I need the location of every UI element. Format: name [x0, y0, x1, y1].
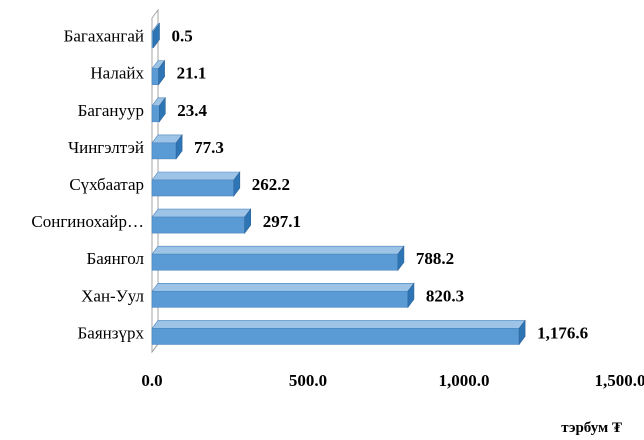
data-label: 21.1 [177, 64, 207, 83]
category-label: Багахангай [64, 27, 144, 46]
bar-top-face [151, 171, 241, 181]
bar-top-face [151, 283, 415, 292]
bar [151, 208, 252, 235]
bar-end-face [244, 208, 251, 235]
bar-end-face [407, 282, 415, 309]
category-label: Баянгол [86, 249, 144, 268]
bar-end-face [518, 319, 526, 346]
bar [151, 282, 415, 309]
bar-end-face [397, 245, 405, 272]
bar-end-face [175, 133, 183, 160]
data-label: 297.1 [263, 212, 301, 231]
data-label: 820.3 [426, 286, 464, 305]
bar [151, 22, 161, 49]
category-label: Баянзүрх [78, 323, 145, 342]
bar-front-face [151, 68, 159, 85]
category-label: Багануур [78, 101, 144, 120]
bar-front-face [151, 216, 245, 234]
bar-top-face [151, 320, 526, 329]
unit-label: тэрбум ₮ [561, 420, 622, 436]
x-tick-label: 500.0 [289, 371, 327, 390]
value-labels: 0.5 21.1 23.4 77.3 262.2 297.1 788.2 820.3 1,176… [172, 27, 589, 343]
data-label: 77.3 [194, 138, 224, 157]
data-label: 1,176.6 [537, 323, 588, 342]
data-label: 0.5 [172, 27, 193, 46]
category-label: Чингэлтэй [68, 138, 144, 157]
category-label: Сонгинохайр… [31, 212, 144, 231]
bar-front-face [151, 328, 520, 345]
bars-group [151, 22, 526, 346]
data-label: 262.2 [252, 175, 290, 194]
bar [151, 133, 183, 160]
bar-end-face [159, 96, 166, 123]
category-label: Сүхбаатар [69, 175, 144, 194]
x-tick-label: 1,500.0 [595, 371, 644, 390]
bar [151, 245, 405, 272]
bar-top-face [151, 208, 252, 218]
data-label: 788.2 [416, 249, 454, 268]
category-label: Хан-Уул [81, 286, 144, 305]
data-label: 23.4 [177, 101, 207, 120]
bar-top-face [151, 245, 405, 255]
bar-front-face [151, 105, 160, 123]
x-tick-labels: 0.0 500.0 1,000.0 1,500.0 [141, 371, 644, 390]
x-tick-label: 1,000.0 [439, 371, 490, 390]
bar [151, 171, 241, 197]
x-tick-label: 0.0 [141, 371, 162, 390]
category-label: Налайх [90, 64, 144, 83]
bar-front-face [151, 291, 409, 308]
bar [151, 319, 526, 346]
bar-front-face [151, 142, 177, 160]
bar-front-face [151, 253, 399, 271]
bar-end-face [153, 22, 160, 49]
bar [151, 96, 166, 123]
bar-front-face [151, 179, 235, 197]
bar [151, 59, 166, 86]
floor-edge [151, 343, 159, 353]
category-labels: Багахангай Налайх Багануур Чингэлтэй Сүхбаат… [31, 27, 144, 343]
bar-end-face [158, 59, 165, 86]
bar-end-face [233, 171, 241, 197]
